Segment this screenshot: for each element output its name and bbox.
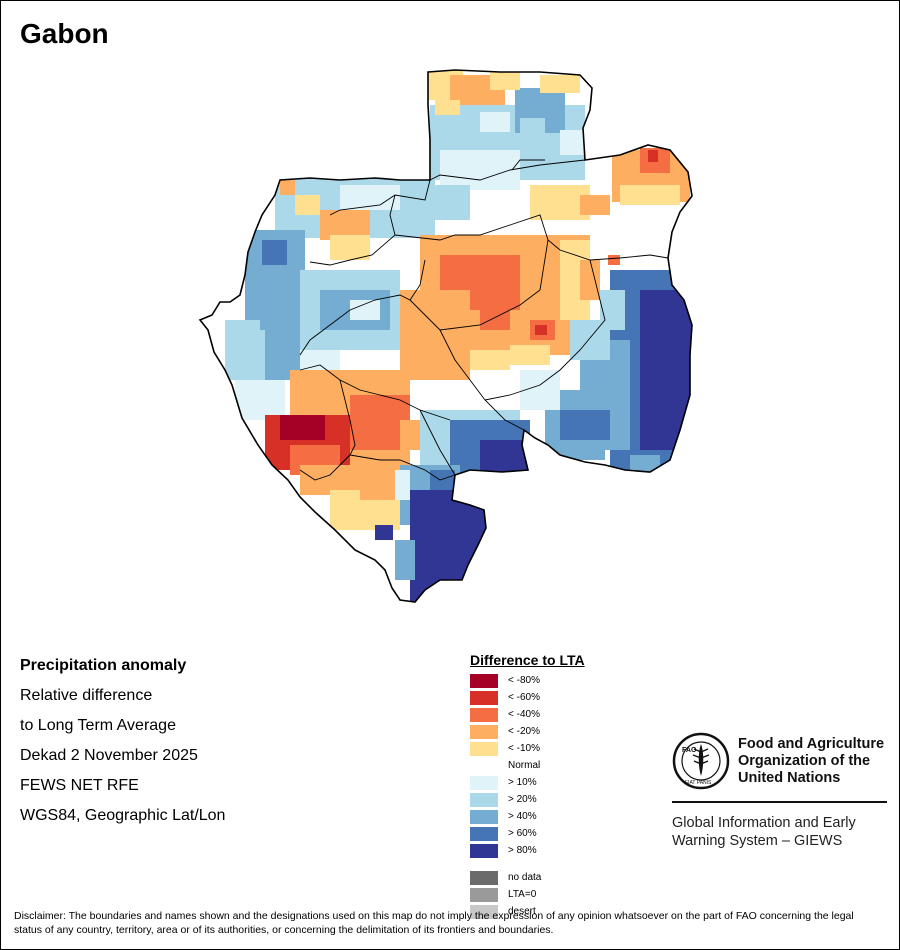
fao-organization-name: Food and Agriculture Organization of the… [738,736,898,787]
legend-label: > 40% [508,811,537,822]
legend-row: no data [470,869,585,886]
info-source: FEWS NET RFE [20,777,139,794]
legend-row: > 10% [470,774,585,791]
legend-row: < -80% [470,672,585,689]
legend-label: > 10% [508,777,537,788]
legend-label: < -60% [508,692,540,703]
zone-north-light-blue [430,88,590,190]
fao-name-line-2: Organization of the [738,753,871,769]
legend-items: < -80% < -60% < -40% < -20% < -10% Normal > 10… [470,672,585,859]
fao-logo-letters: FAO [682,747,697,754]
province-boundaries [299,159,669,481]
legend-swatch [470,691,498,705]
legend-label: < -80% [508,675,540,686]
legend-extra-items: no data LTA=0 desert [470,869,585,920]
info-panel: Precipitation anomaly Relative differenc… [20,654,225,834]
anomaly-raster [200,70,692,602]
legend-swatch [470,708,498,722]
fao-name-line-3: United Nations [738,770,841,786]
legend-swatch [470,742,498,756]
legend-swatch [470,725,498,739]
fao-logo-icon: FAO FIAT PANIS [672,732,730,790]
legend-row: < -10% [470,740,585,757]
legend-row: < -40% [470,706,585,723]
legend-title: Difference to LTA [470,652,585,668]
info-heading: Precipitation anomaly [20,657,187,674]
legend-swatch [470,793,498,807]
disclaimer-text: Disclaimer: The boundaries and names sho… [14,910,854,936]
legend-label: no data [508,872,542,883]
zone-west-blue [225,178,470,420]
info-projection: WGS84, Geographic Lat/Lon [20,807,226,824]
legend-swatch [470,674,498,688]
legend-swatch [470,905,498,919]
legend-label: < -40% [508,709,540,720]
legend-label: < -20% [508,726,540,737]
fao-divider [672,801,887,803]
legend-label: desert [508,906,536,917]
legend-swatch [470,810,498,824]
map-title: Gabon [20,18,109,49]
zone-central-orange [400,185,610,380]
legend-row: < -60% [470,689,585,706]
gabon-map [199,69,693,603]
legend-swatch [470,871,498,885]
fao-logo-motto: FIAT PANIS [685,780,712,786]
legend-row: LTA=0 [470,886,585,903]
legend-swatch [470,759,498,773]
giews-line-1: Global Information and Early [672,815,856,831]
legend-swatch [470,844,498,858]
legend-label: > 60% [508,828,537,839]
legend-label: Normal [508,760,541,771]
giews-name: Global Information and Early Warning Sys… [672,814,900,850]
legend-row: desert [470,903,585,920]
legend-row: Normal [470,757,585,774]
info-period: Dekad 2 November 2025 [20,747,198,764]
zone-east-blue [520,270,692,475]
legend-swatch [470,888,498,902]
giews-line-2: Warning System – GIEWS [672,833,843,849]
legend-label: > 20% [508,794,537,805]
fao-name-line-1: Food and Agriculture [738,736,885,752]
zone-north-orange [428,70,580,115]
info-line-2: to Long Term Average [20,717,176,734]
legend-label: LTA=0 [508,889,537,900]
legend-row: > 80% [470,842,585,859]
info-line-1: Relative difference [20,687,153,704]
zone-south-orange [265,370,420,530]
legend-swatch [470,776,498,790]
legend-swatch [470,827,498,841]
zone-west-orange [280,180,370,260]
legend-row: > 20% [470,791,585,808]
legend-row: < -20% [470,723,585,740]
legend: Difference to LTA < -80% < -60% < -40% < -2… [470,652,585,920]
legend-label: > 80% [508,845,537,856]
legend-label: < -10% [508,743,540,754]
legend-row: > 40% [470,808,585,825]
legend-row: > 60% [470,825,585,842]
